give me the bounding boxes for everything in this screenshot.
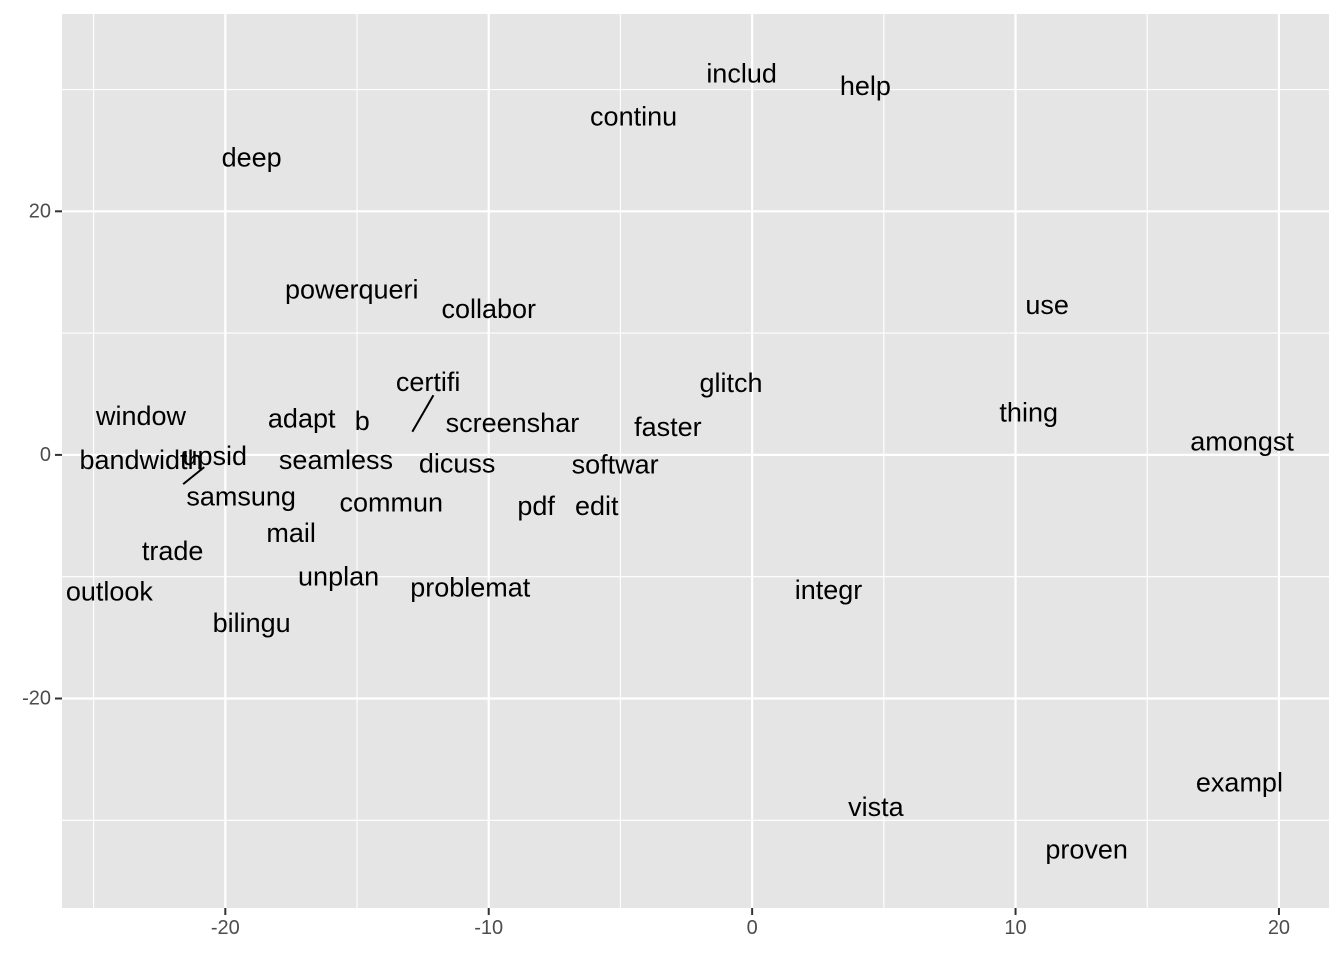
word-label-certifi: certifi [396,367,461,397]
x-tick-label: 0 [747,917,758,939]
y-tick-label: -20 [22,688,51,710]
word-label-adapt: adapt [268,403,336,433]
x-tick-label: -10 [474,917,503,939]
minor-gridlines [62,14,1329,908]
word-label-outlook: outlook [66,576,154,606]
word-label-pdf: pdf [517,491,555,521]
word-label-exampl: exampl [1196,768,1283,798]
word-label-seamless: seamless [279,445,393,475]
x-tick-label: 10 [1004,917,1026,939]
x-tick-label: -20 [211,917,240,939]
word-label-upsid: upsid [183,441,248,471]
word-label-window: window [95,401,187,431]
word-labels: includ help continu deep powerqueri collabor u… [66,59,1294,865]
y-tick-label: 0 [40,444,51,466]
label-connector-lines [182,394,435,485]
word-label-b: b [355,406,370,436]
label-connector-line [182,466,205,485]
word-label-powerqueri: powerqueri [285,274,419,304]
word-label-collabor: collabor [441,294,536,324]
word-label-screenshar: screenshar [446,408,580,438]
word-label-help: help [840,71,891,101]
y-tick-label: 20 [29,200,51,222]
word-label-proven: proven [1045,835,1128,865]
y-axis: -20 0 20 [22,200,62,710]
word-label-amongst: amongst [1190,427,1294,457]
word-label-vista: vista [848,792,905,822]
word-label-trade: trade [142,536,204,566]
word-label-dicuss: dicuss [419,448,496,478]
word-label-mail: mail [266,518,316,548]
word-label-thing: thing [999,397,1058,427]
label-connector-line [411,394,435,433]
major-gridlines [62,14,1329,908]
word-label-continu: continu [590,101,677,131]
word-label-includ: includ [706,59,777,89]
word-label-use: use [1025,290,1069,320]
word-label-glitch: glitch [700,368,763,398]
word-label-edit: edit [575,491,619,521]
x-axis: -20 -10 0 10 20 [211,908,1290,939]
word-label-softwar: softwar [572,450,659,480]
word-label-samsung: samsung [186,481,296,511]
word-label-integr: integr [795,575,863,605]
plot-panel [62,14,1329,908]
word-label-bilingu: bilingu [213,608,291,638]
word-label-faster: faster [634,412,702,442]
word-label-deep: deep [222,143,282,173]
word-label-bandwidth: bandwidth [79,445,202,475]
word-label-unplan: unplan [298,562,379,592]
word-label-problemat: problemat [410,573,531,603]
x-tick-label: 20 [1268,917,1290,939]
word-label-commun: commun [339,487,443,517]
